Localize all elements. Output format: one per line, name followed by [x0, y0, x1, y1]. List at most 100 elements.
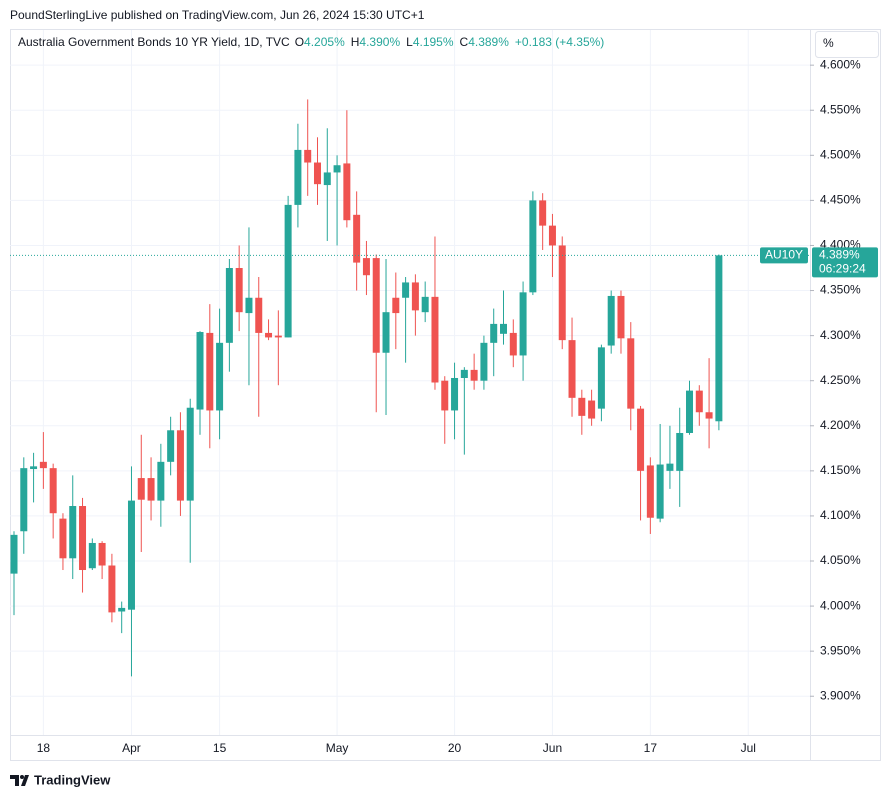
candle-body	[392, 297, 400, 314]
candle-body	[558, 245, 566, 341]
candle-body	[646, 465, 654, 518]
legend-change: +0.183 (+4.35%)	[515, 35, 604, 49]
candle-body	[402, 282, 410, 298]
candle-body	[372, 258, 380, 353]
candle-body	[588, 400, 596, 419]
candle-body	[597, 347, 605, 409]
brand-name: TradingView	[34, 772, 111, 787]
candle-body	[470, 369, 478, 381]
legend: Australia Government Bonds 10 YR Yield, …	[18, 35, 604, 49]
y-tick-label: 4.000%	[820, 598, 861, 612]
x-tick-label: May	[326, 741, 349, 755]
symbol-tag-label: AU10Y	[765, 248, 803, 262]
x-tick-label: Jul	[741, 741, 756, 755]
candle-body	[705, 412, 713, 419]
candle-body	[30, 466, 38, 470]
y-tick-label: 3.900%	[820, 688, 861, 702]
legend-value: 4.195%	[413, 35, 454, 49]
candle-body	[617, 295, 625, 339]
y-tick-label: 4.600%	[820, 57, 861, 71]
candle-body	[431, 296, 439, 383]
candle-body	[206, 332, 214, 411]
brand-logo	[10, 775, 29, 786]
y-tick-label: 4.350%	[820, 283, 861, 297]
candle-body	[235, 268, 243, 313]
candle-body	[265, 332, 273, 338]
candle-body	[216, 342, 224, 411]
scale-button[interactable]	[815, 31, 879, 58]
candle-body	[118, 607, 126, 612]
chart-frame	[10, 29, 881, 761]
y-tick-label: 4.450%	[820, 193, 861, 207]
legend-key: H	[351, 35, 360, 49]
candle-body	[656, 464, 664, 519]
candle-body	[225, 268, 233, 343]
candle-body	[627, 338, 635, 409]
candle-body	[20, 468, 28, 532]
x-tick-label: 20	[448, 741, 462, 755]
y-tick-label: 4.300%	[820, 328, 861, 342]
candle-body	[304, 149, 312, 163]
legend-value: 4.389%	[468, 35, 509, 49]
candle-body	[127, 500, 135, 610]
x-tick-label: 15	[213, 741, 227, 755]
candle-body	[323, 172, 331, 186]
symbol-tag	[760, 247, 808, 264]
legend-value: 4.390%	[359, 35, 400, 49]
legend-key: L	[406, 35, 413, 49]
candle-body	[480, 342, 488, 381]
candle-body	[441, 380, 449, 411]
legend-key: O	[295, 35, 304, 49]
candle-body	[362, 258, 370, 276]
countdown-label: 06:29:24	[819, 262, 866, 276]
candle-body	[411, 282, 419, 311]
grid	[10, 30, 810, 735]
candle-body	[666, 463, 674, 471]
candle-body	[176, 430, 184, 501]
candle-body	[333, 165, 341, 173]
candle-body	[460, 369, 468, 378]
candle-body	[167, 430, 175, 462]
y-tick-label: 4.250%	[820, 373, 861, 387]
candle-body	[186, 407, 194, 501]
candle-body	[519, 292, 527, 356]
candle-body	[382, 312, 390, 353]
candle-body	[715, 255, 723, 422]
scale-button-label[interactable]: %	[823, 36, 834, 50]
candle-body	[98, 542, 106, 566]
candle-body	[578, 397, 586, 416]
candle-body	[568, 340, 576, 398]
y-tick-label: 4.100%	[820, 508, 861, 522]
legend-value: 4.205%	[304, 35, 345, 49]
x-tick-label: Apr	[122, 741, 141, 755]
candle-body	[637, 408, 645, 471]
candle-body	[509, 332, 517, 356]
candle-body	[39, 461, 47, 469]
last-price-tag	[812, 247, 878, 278]
candle-body	[49, 468, 57, 514]
candle-body	[421, 296, 429, 313]
candle-body	[157, 461, 165, 501]
candle-body	[147, 478, 155, 501]
candle-body	[313, 162, 321, 185]
candle-body	[343, 163, 351, 221]
candle-body	[108, 565, 116, 613]
candle-body	[274, 335, 282, 338]
legend-key: C	[460, 35, 469, 49]
last-price-label: 4.389%	[819, 248, 860, 262]
candle-body	[539, 200, 547, 226]
header: PoundSterlingLive published on TradingVi…	[10, 8, 425, 22]
candle-body	[137, 478, 145, 500]
candle-body	[686, 390, 694, 433]
candle-body	[500, 323, 507, 334]
y-tick-label: 4.500%	[820, 147, 861, 161]
candle-body	[607, 295, 615, 346]
candle-body	[245, 297, 253, 314]
y-tick-label: 4.550%	[820, 102, 861, 116]
candle-body	[59, 518, 67, 559]
candle-body	[255, 297, 263, 333]
candle-body	[676, 432, 684, 471]
y-tick-label: 4.150%	[820, 463, 861, 477]
legend-title: Australia Government Bonds 10 YR Yield, …	[18, 35, 290, 49]
